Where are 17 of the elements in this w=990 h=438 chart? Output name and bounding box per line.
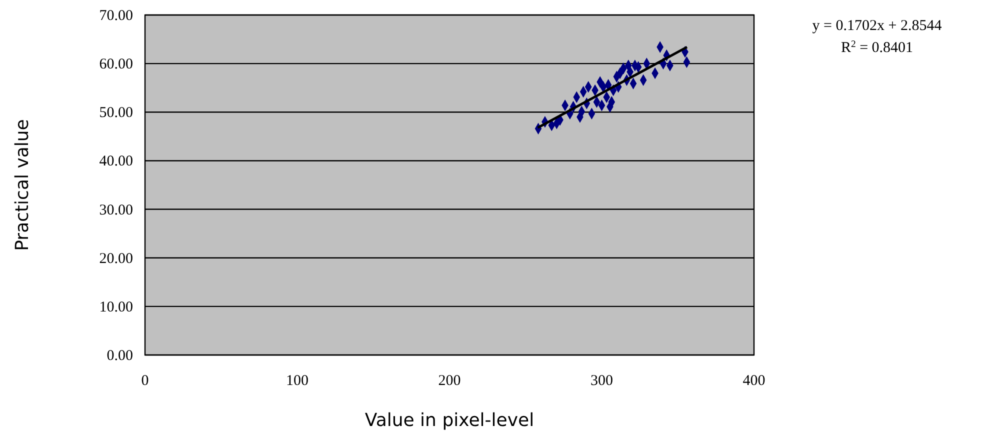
x-tick-label: 300 xyxy=(590,373,613,389)
y-tick-label: 30.00 xyxy=(99,202,133,218)
y-tick-label: 10.00 xyxy=(99,299,133,316)
x-axis-title: Value in pixel-level xyxy=(364,410,534,431)
y-tick-label: 20.00 xyxy=(99,250,133,267)
y-tick-label: 70.00 xyxy=(99,8,133,24)
text: R$^{2}$ = 0.8401 xyxy=(840,38,914,56)
x-tick-label: 400 xyxy=(742,373,766,389)
x-tick-label: 200 xyxy=(438,373,461,389)
text: y = 0.1702x + 2.8544 xyxy=(812,18,942,34)
y-tick-label: 60.00 xyxy=(99,56,133,73)
y-axis-title: Practical value xyxy=(12,119,33,251)
y-tick-label: 50.00 xyxy=(99,105,133,122)
x-tick-label: 100 xyxy=(286,373,308,389)
x-tick-label: 0 xyxy=(141,373,149,389)
y-tick-label: 0.00 xyxy=(106,348,133,364)
y-tick-label: 40.00 xyxy=(99,154,133,170)
